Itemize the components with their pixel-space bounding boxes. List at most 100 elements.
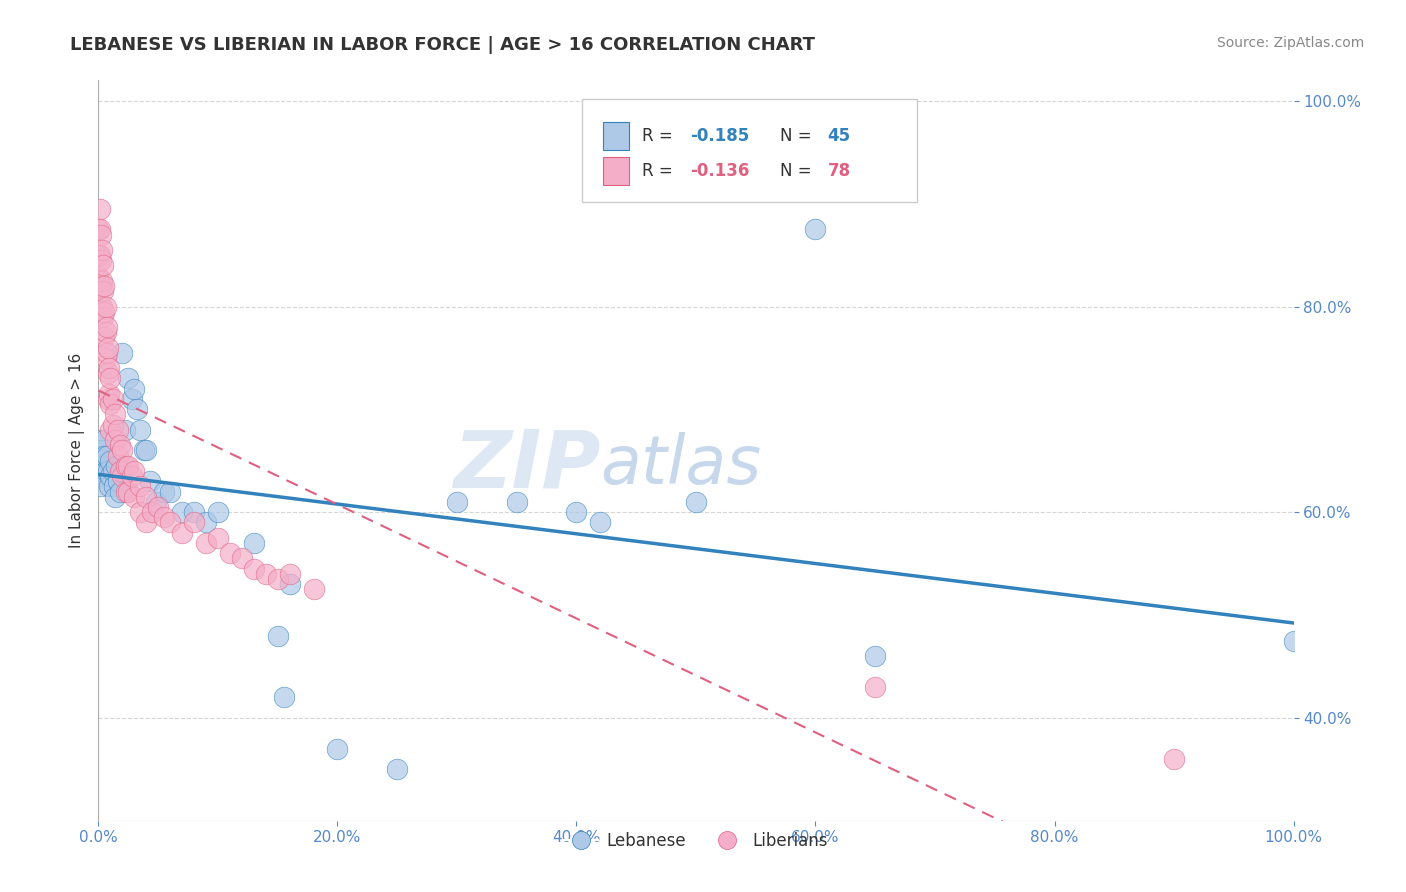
Point	[141, 505, 163, 519]
Point	[98, 469, 122, 483]
Point	[148, 500, 170, 514]
Point	[111, 443, 134, 458]
Point	[121, 392, 143, 406]
Text: R =: R =	[643, 161, 678, 179]
FancyBboxPatch shape	[582, 99, 917, 202]
Point	[108, 464, 131, 478]
Point	[87, 222, 110, 236]
Point	[115, 484, 138, 499]
Point	[231, 551, 253, 566]
Point	[111, 345, 134, 359]
Point	[132, 443, 155, 458]
Point	[139, 475, 162, 489]
Text: -0.136: -0.136	[690, 161, 749, 179]
Point	[90, 253, 112, 268]
Point	[101, 464, 124, 478]
Point	[98, 423, 122, 437]
Point	[207, 505, 229, 519]
Point	[159, 516, 181, 530]
Point	[446, 495, 468, 509]
Point	[94, 300, 117, 314]
Point	[87, 469, 110, 483]
Point	[278, 566, 301, 581]
Point	[89, 222, 111, 236]
Point	[506, 495, 529, 509]
Point	[124, 382, 146, 396]
Point	[115, 458, 138, 473]
Point	[97, 392, 120, 406]
Point	[111, 469, 134, 483]
Text: atlas: atlas	[600, 433, 762, 499]
Point	[91, 284, 114, 298]
Text: -0.185: -0.185	[690, 127, 749, 145]
Point	[172, 525, 194, 540]
Point	[103, 479, 125, 493]
Point	[326, 741, 349, 756]
Point	[865, 649, 887, 664]
Point	[96, 320, 118, 334]
Point	[183, 516, 205, 530]
Y-axis label: In Labor Force | Age > 16: In Labor Force | Age > 16	[69, 353, 84, 548]
Point	[97, 464, 120, 478]
Point	[183, 505, 205, 519]
Point	[685, 495, 707, 509]
Point	[117, 484, 139, 499]
Point	[114, 423, 136, 437]
Point	[145, 495, 167, 509]
Point	[385, 762, 409, 776]
Point	[104, 490, 127, 504]
Point	[273, 690, 295, 705]
Point	[129, 423, 152, 437]
Point	[565, 505, 588, 519]
Point	[90, 464, 112, 478]
Point	[94, 464, 117, 478]
Point	[110, 464, 132, 478]
Point	[865, 680, 887, 694]
Point	[91, 458, 114, 473]
Point	[278, 577, 301, 591]
Point	[267, 572, 290, 586]
Point	[117, 458, 139, 473]
Point	[91, 274, 114, 288]
Point	[98, 387, 121, 401]
Point	[129, 505, 152, 519]
Point	[243, 536, 266, 550]
Text: LEBANESE VS LIBERIAN IN LABOR FORCE | AGE > 16 CORRELATION CHART: LEBANESE VS LIBERIAN IN LABOR FORCE | AG…	[70, 36, 815, 54]
FancyBboxPatch shape	[603, 156, 628, 185]
Point	[93, 433, 115, 447]
Text: Source: ZipAtlas.com: Source: ZipAtlas.com	[1216, 36, 1364, 50]
Point	[104, 408, 127, 422]
Point	[98, 454, 122, 468]
Point	[89, 449, 111, 463]
Text: 45: 45	[827, 127, 851, 145]
Point	[108, 438, 131, 452]
Point	[302, 582, 325, 597]
Point	[89, 202, 111, 216]
Point	[121, 469, 143, 483]
Point	[101, 392, 124, 406]
Point	[98, 479, 121, 493]
Point	[207, 531, 229, 545]
Point	[108, 484, 131, 499]
Point	[107, 423, 129, 437]
Point	[87, 454, 110, 468]
Point	[98, 397, 122, 411]
Point	[89, 433, 111, 447]
Point	[90, 479, 112, 493]
Point	[219, 546, 242, 560]
Point	[104, 433, 127, 447]
Point	[195, 516, 218, 530]
Point	[254, 566, 277, 581]
Text: R =: R =	[643, 127, 678, 145]
Point	[98, 361, 121, 376]
Legend: Lebanese, Liberians: Lebanese, Liberians	[558, 825, 834, 856]
Point	[91, 300, 114, 314]
Point	[91, 243, 114, 257]
Text: ZIP: ZIP	[453, 426, 600, 504]
Point	[804, 222, 827, 236]
Point	[243, 562, 266, 576]
Point	[96, 449, 118, 463]
Point	[1282, 633, 1305, 648]
Point	[124, 464, 146, 478]
Point	[153, 510, 176, 524]
